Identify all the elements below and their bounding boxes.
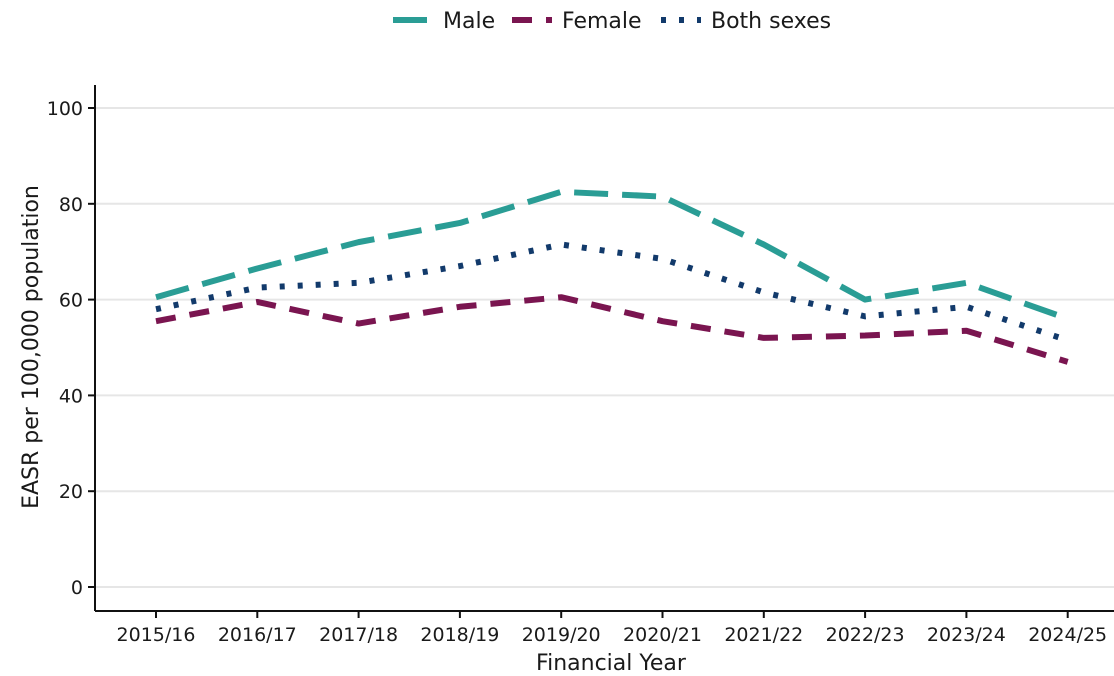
x-tick-label-2017-18: 2017/18 bbox=[319, 624, 398, 646]
x-axis-title: Financial Year bbox=[536, 651, 687, 676]
y-ticks: 0 20 40 60 80 100 bbox=[47, 98, 95, 599]
legend-label-male: Male bbox=[443, 9, 495, 34]
legend-label-female: Female bbox=[562, 9, 642, 34]
series-line-both-sexes bbox=[155, 241, 1069, 344]
y-tick-label-80: 80 bbox=[59, 194, 83, 216]
x-tick-label-2016-17: 2016/17 bbox=[218, 624, 297, 646]
y-axis-title: EASR per 100,000 population bbox=[19, 185, 44, 509]
x-tick-label-2019-20: 2019/20 bbox=[522, 624, 601, 646]
series-line-male bbox=[155, 188, 1069, 322]
legend-item-both-sexes: Both sexes bbox=[661, 9, 831, 34]
legend-item-male: Male bbox=[393, 9, 495, 34]
y-tick-label-40: 40 bbox=[59, 385, 83, 407]
y-tick-label-60: 60 bbox=[59, 290, 83, 312]
x-tick-label-2020-21: 2020/21 bbox=[623, 624, 702, 646]
x-tick-label-2021-22: 2021/22 bbox=[724, 624, 803, 646]
x-tick-label-2023-24: 2023/24 bbox=[927, 624, 1006, 646]
y-tick-label-0: 0 bbox=[71, 577, 83, 599]
series-lines bbox=[155, 188, 1069, 365]
x-ticks: 2015/16 2016/17 2017/18 2018/19 2019/20 2020/… bbox=[117, 611, 1107, 646]
legend: Male Female Both sexes bbox=[393, 9, 831, 34]
x-tick-label-2022-23: 2022/23 bbox=[826, 624, 905, 646]
axes bbox=[94, 85, 1114, 612]
gridlines bbox=[95, 107, 1114, 588]
series-line-female bbox=[155, 294, 1069, 365]
x-tick-label-2015-16: 2015/16 bbox=[117, 624, 196, 646]
y-tick-label-20: 20 bbox=[59, 481, 83, 503]
y-tick-label-100: 100 bbox=[47, 98, 83, 120]
legend-label-both-sexes: Both sexes bbox=[711, 9, 831, 34]
x-tick-label-2024-25: 2024/25 bbox=[1028, 624, 1107, 646]
x-tick-label-2018-19: 2018/19 bbox=[420, 624, 499, 646]
legend-item-female: Female bbox=[512, 9, 642, 34]
